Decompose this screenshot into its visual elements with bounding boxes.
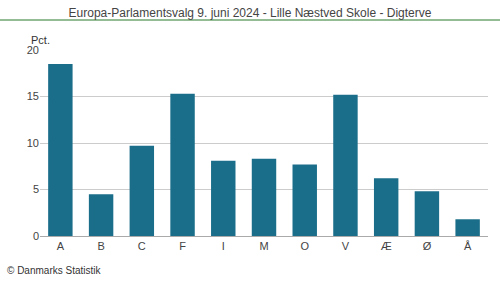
svg-text:20: 20 — [27, 44, 39, 56]
svg-text:0: 0 — [33, 230, 39, 242]
svg-text:C: C — [138, 240, 146, 252]
svg-text:10: 10 — [27, 137, 39, 149]
svg-text:Ø: Ø — [423, 240, 432, 252]
svg-text:5: 5 — [33, 183, 39, 195]
svg-text:B: B — [97, 240, 104, 252]
svg-text:15: 15 — [27, 90, 39, 102]
svg-text:Europa-Parlamentsvalg 9. juni: Europa-Parlamentsvalg 9. juni 2024 - Lil… — [69, 6, 432, 20]
svg-text:Æ: Æ — [381, 240, 392, 252]
svg-text:I: I — [222, 240, 225, 252]
svg-text:Pct.: Pct. — [31, 34, 50, 46]
svg-text:© Danmarks Statistik: © Danmarks Statistik — [7, 265, 102, 276]
svg-text:A: A — [57, 240, 65, 252]
svg-text:O: O — [300, 240, 309, 252]
svg-text:V: V — [342, 240, 350, 252]
svg-text:Å: Å — [464, 240, 472, 252]
svg-text:M: M — [259, 240, 268, 252]
svg-text:F: F — [179, 240, 186, 252]
